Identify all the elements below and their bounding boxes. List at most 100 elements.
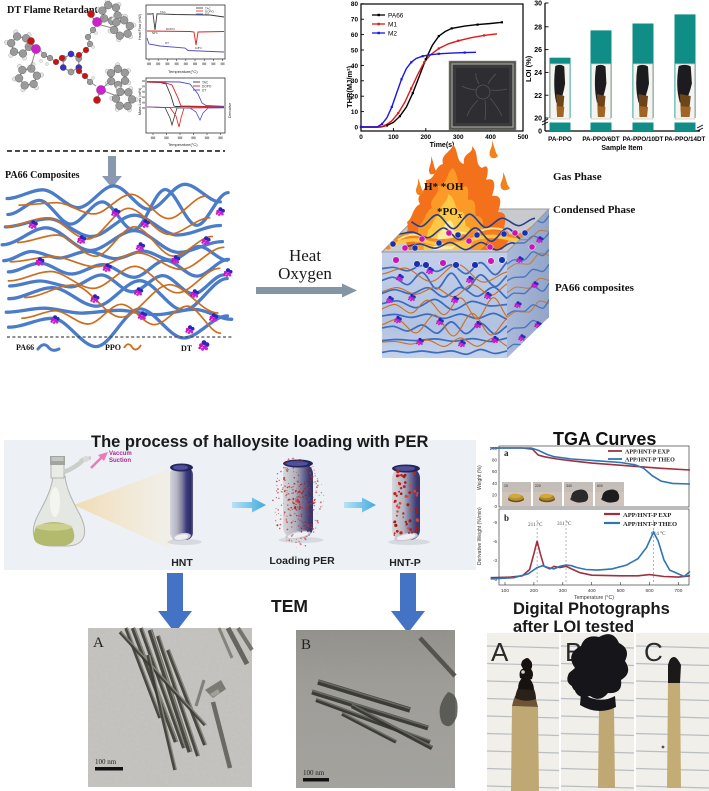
svg-text:311 °C: 311 °C xyxy=(557,520,572,527)
svg-text:30: 30 xyxy=(534,1,542,8)
svg-text:20: 20 xyxy=(351,94,359,101)
svg-text:PA66 Composites: PA66 Composites xyxy=(5,170,80,181)
svg-text:Temperature(°C): Temperature(°C) xyxy=(168,69,198,74)
svg-text:DT: DT xyxy=(202,89,206,93)
svg-text:200: 200 xyxy=(420,134,431,141)
svg-text:DT Flame Retardant: DT Flame Retardant xyxy=(7,5,99,16)
svg-text:211 °C: 211 °C xyxy=(528,521,543,528)
svg-text:Mass Loss (wt%): Mass Loss (wt%) xyxy=(138,88,142,115)
svg-text:700: 700 xyxy=(674,588,682,594)
svg-text:H* *OH: H* *OH xyxy=(424,181,464,193)
svg-text:340: 340 xyxy=(566,484,572,488)
svg-text:PA66: PA66 xyxy=(16,343,34,352)
svg-text:PA66: PA66 xyxy=(388,13,404,20)
svg-text:50: 50 xyxy=(351,47,359,54)
svg-text:PA-PPO/10DT: PA-PPO/10DT xyxy=(623,136,664,143)
svg-text:70: 70 xyxy=(351,17,359,24)
svg-text:M2: M2 xyxy=(388,31,397,38)
svg-text:10: 10 xyxy=(351,109,359,116)
svg-text:Temperature(°C): Temperature(°C) xyxy=(168,142,198,147)
svg-text:Condensed Phase: Condensed Phase xyxy=(553,204,635,216)
svg-text:after LOI tested: after LOI tested xyxy=(513,618,634,636)
svg-text:20: 20 xyxy=(492,492,498,497)
svg-text:*PO: *PO xyxy=(437,206,458,218)
svg-text:LOI (%): LOI (%) xyxy=(524,55,533,82)
svg-text:C: C xyxy=(644,637,663,667)
svg-text:PA66 composites: PA66 composites xyxy=(555,282,635,294)
svg-text:220: 220 xyxy=(535,484,541,488)
svg-text:28: 28 xyxy=(534,24,542,31)
svg-text:Temperature (°C): Temperature (°C) xyxy=(574,595,614,601)
svg-text:100: 100 xyxy=(388,134,399,141)
svg-text:Vaccum: Vaccum xyxy=(109,451,132,457)
svg-text:Derivative: Derivative xyxy=(228,103,232,118)
svg-text:Suction: Suction xyxy=(109,458,131,464)
svg-text:B: B xyxy=(301,637,311,653)
svg-text:PA-PPO/14DT: PA-PPO/14DT xyxy=(665,136,706,143)
svg-text:0: 0 xyxy=(359,134,363,141)
svg-text:PPO: PPO xyxy=(105,343,121,352)
svg-text:A: A xyxy=(491,637,509,667)
svg-text:-9: -9 xyxy=(493,520,497,525)
svg-text:A: A xyxy=(93,635,104,651)
svg-text:-6: -6 xyxy=(493,539,497,544)
svg-text:APP/HNT-P EXP: APP/HNT-P EXP xyxy=(625,450,670,456)
svg-text:80: 80 xyxy=(351,1,359,8)
svg-text:TEM: TEM xyxy=(271,596,308,616)
svg-text:Gas Phase: Gas Phase xyxy=(553,171,602,183)
svg-text:100 nm: 100 nm xyxy=(95,758,117,766)
svg-text:x: x xyxy=(458,211,462,220)
svg-text:APP/HNT-P THEO: APP/HNT-P THEO xyxy=(623,521,677,528)
svg-text:Sample Item: Sample Item xyxy=(601,145,642,152)
svg-text:0: 0 xyxy=(494,577,497,582)
svg-text:HNT: HNT xyxy=(171,557,193,569)
svg-text:TGA Curves: TGA Curves xyxy=(553,429,656,449)
svg-text:TAC: TAC xyxy=(205,7,212,11)
svg-text:0: 0 xyxy=(538,129,542,136)
svg-text:500: 500 xyxy=(617,588,625,594)
svg-text:118°C: 118°C xyxy=(195,46,202,50)
svg-text:M1: M1 xyxy=(388,22,397,29)
svg-text:DT: DT xyxy=(165,41,169,45)
svg-text:600: 600 xyxy=(597,484,603,488)
svg-text:DT: DT xyxy=(205,13,209,17)
svg-text:Loading PER: Loading PER xyxy=(269,555,335,567)
svg-text:PA-PPO: PA-PPO xyxy=(548,136,572,143)
svg-text:24: 24 xyxy=(534,70,542,77)
svg-text:-3: -3 xyxy=(493,558,497,563)
svg-text:22: 22 xyxy=(534,93,542,100)
svg-text:Digital Photographs: Digital Photographs xyxy=(513,600,670,618)
svg-text:PA-PPO/6DT: PA-PPO/6DT xyxy=(582,136,619,143)
svg-text:300: 300 xyxy=(453,134,464,141)
svg-text:TAC: TAC xyxy=(160,10,167,14)
svg-text:DOPO: DOPO xyxy=(166,27,176,31)
svg-text:Heat: Heat xyxy=(289,246,321,265)
svg-text:Oxygen: Oxygen xyxy=(278,264,332,283)
svg-text:APP/HNT-P EXP: APP/HNT-P EXP xyxy=(623,512,671,519)
svg-text:DOPO: DOPO xyxy=(205,10,215,14)
svg-text:614 °C: 614 °C xyxy=(651,530,666,537)
svg-text:400: 400 xyxy=(485,134,496,141)
svg-text:Derivative Weight (%/min): Derivative Weight (%/min) xyxy=(477,507,483,565)
svg-text:58°C: 58°C xyxy=(152,31,158,35)
svg-text:The process of halloysite load: The process of halloysite loading with P… xyxy=(91,433,428,451)
svg-text:400: 400 xyxy=(588,588,596,594)
svg-text:300: 300 xyxy=(559,588,567,594)
svg-text:Heat Flow (mW): Heat Flow (mW) xyxy=(138,14,142,40)
svg-text:40: 40 xyxy=(351,63,359,70)
svg-text:TAC: TAC xyxy=(202,81,209,85)
svg-text:600: 600 xyxy=(645,588,653,594)
svg-text:DOPO: DOPO xyxy=(202,85,212,89)
svg-text:Weight (%): Weight (%) xyxy=(477,465,483,490)
svg-text:200: 200 xyxy=(530,588,538,594)
svg-text:100: 100 xyxy=(501,588,509,594)
svg-text:a: a xyxy=(504,448,509,458)
svg-text:HNT-P: HNT-P xyxy=(389,557,421,569)
svg-text:500: 500 xyxy=(518,134,529,141)
svg-text:60: 60 xyxy=(351,32,359,39)
svg-text:15: 15 xyxy=(504,484,508,488)
svg-text:20: 20 xyxy=(534,116,542,123)
svg-text:THR(MJ/m²): THR(MJ/m²) xyxy=(345,65,354,108)
svg-text:0: 0 xyxy=(494,504,497,509)
svg-text:0: 0 xyxy=(354,124,358,131)
